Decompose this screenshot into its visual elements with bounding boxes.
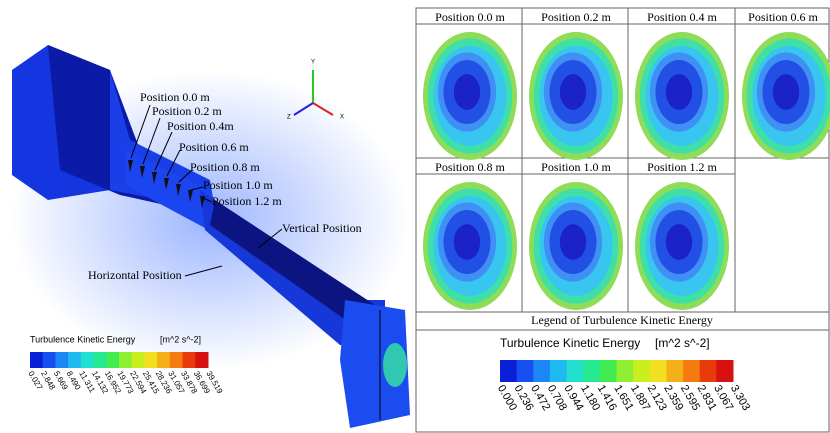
colorbar-segment <box>195 352 208 368</box>
legend-unit: [m^2 s^-2] <box>655 336 710 350</box>
position-label: Position 1.0 m <box>203 178 273 192</box>
horizontal-label: Horizontal Position <box>88 268 182 282</box>
colorbar-segment <box>600 360 617 382</box>
outlet-face <box>383 343 407 387</box>
colorbar-segment <box>617 360 634 382</box>
colorbar-segment <box>666 360 683 382</box>
colorbar-segment <box>119 352 132 368</box>
contour-band <box>560 74 586 110</box>
position-label: Position 1.2 m <box>212 194 282 208</box>
colorbar-segment <box>583 360 600 382</box>
cell-title: Position 0.4 m <box>647 10 717 24</box>
position-label: Position 0.0 m <box>140 90 210 104</box>
colorbar-segment <box>683 360 700 382</box>
axis-label: Z <box>287 115 291 121</box>
colorbar-segment <box>157 352 170 368</box>
colorbar-segment <box>533 360 550 382</box>
colorbar-segment <box>81 352 94 368</box>
axis-label: Y <box>311 60 315 66</box>
contour-band <box>454 74 480 110</box>
position-label: Position 0.2 m <box>152 104 222 118</box>
legend-heading: Legend of Turbulence Kinetic Energy <box>531 313 713 327</box>
colorbar-segment <box>170 352 183 368</box>
colorbar-segment <box>68 352 81 368</box>
cell-title: Position 0.0 m <box>435 10 505 24</box>
legend-title: Turbulence Kinetic Energy <box>30 334 136 344</box>
colorbar-segment <box>144 352 157 368</box>
figure: Legend of Turbulence Kinetic Energy Posi… <box>0 0 830 433</box>
contour-band <box>773 74 799 110</box>
colorbar-segment <box>30 352 43 368</box>
cell-title: Position 0.8 m <box>435 160 505 174</box>
page: { "left_panel": { "position_labels": ["P… <box>0 0 830 433</box>
legend-unit: [m^2 s^-2] <box>160 334 201 344</box>
colorbar-segment <box>650 360 667 382</box>
axis-label: X <box>340 115 344 121</box>
position-label: Position 0.6 m <box>179 140 249 154</box>
colorbar-segment <box>517 360 534 382</box>
colorbar-segment <box>94 352 107 368</box>
vertical-label: Vertical Position <box>282 221 362 235</box>
position-label: Position 0.4m <box>167 119 234 133</box>
colorbar-segment <box>106 352 119 368</box>
legend-title: Turbulence Kinetic Energy <box>500 336 640 350</box>
colorbar-segment <box>183 352 196 368</box>
contour-band <box>454 224 480 260</box>
contour-band <box>560 224 586 260</box>
cell-title: Position 1.2 m <box>647 160 717 174</box>
colorbar-segment <box>567 360 584 382</box>
contour-band <box>666 224 692 260</box>
colorbar-segment <box>716 360 733 382</box>
colorbar-segment <box>132 352 145 368</box>
colorbar-segment <box>43 352 56 368</box>
colorbar-segment <box>700 360 717 382</box>
colorbar-segment <box>500 360 517 382</box>
contour-band <box>666 74 692 110</box>
cell-title: Position 1.0 m <box>541 160 611 174</box>
position-label: Position 0.8 m <box>190 160 260 174</box>
colorbar-segment <box>55 352 68 368</box>
cell-title: Position 0.6 m <box>748 10 818 24</box>
cell-title: Position 0.2 m <box>541 10 611 24</box>
colorbar-segment <box>633 360 650 382</box>
colorbar-segment <box>550 360 567 382</box>
